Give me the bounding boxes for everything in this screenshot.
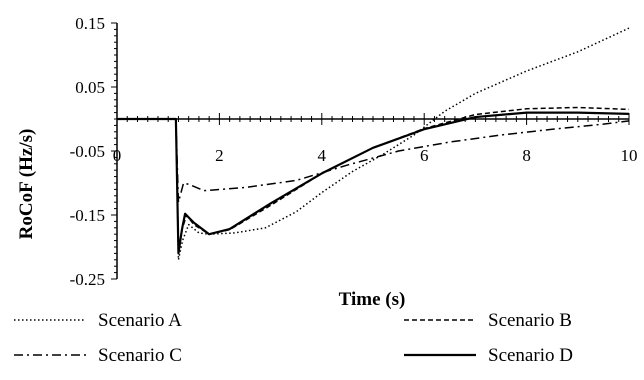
x-tick-label: 6	[420, 146, 429, 165]
legend-label-scenario-b: Scenario B	[488, 310, 572, 331]
x-tick-label: 2	[215, 146, 224, 165]
y-tick-label: 0.05	[75, 78, 105, 97]
legend-label-scenario-c: Scenario C	[98, 345, 182, 366]
x-tick-label: 8	[522, 146, 531, 165]
y-axis-label: RoCoF (Hz/s)	[16, 129, 37, 240]
x-axis-label: Time (s)	[339, 289, 406, 310]
series-line-scenario-c	[117, 118, 630, 203]
y-tick-label: -0.15	[70, 206, 105, 225]
y-tick-label: -0.25	[70, 270, 105, 289]
legend-label-scenario-d: Scenario D	[488, 345, 573, 366]
legend: Scenario A Scenario B Scenario C Scenario D	[14, 310, 573, 366]
x-tick-label: 0	[113, 146, 122, 165]
series-line-scenario-a	[117, 27, 630, 261]
legend-label-scenario-a: Scenario A	[98, 310, 182, 331]
x-tick-label: 4	[318, 146, 327, 165]
series-line-scenario-d	[117, 111, 630, 255]
y-tick-label: -0.05	[70, 142, 105, 161]
y-tick-label: 0.15	[75, 14, 105, 33]
x-tick-label: 10	[621, 146, 638, 165]
